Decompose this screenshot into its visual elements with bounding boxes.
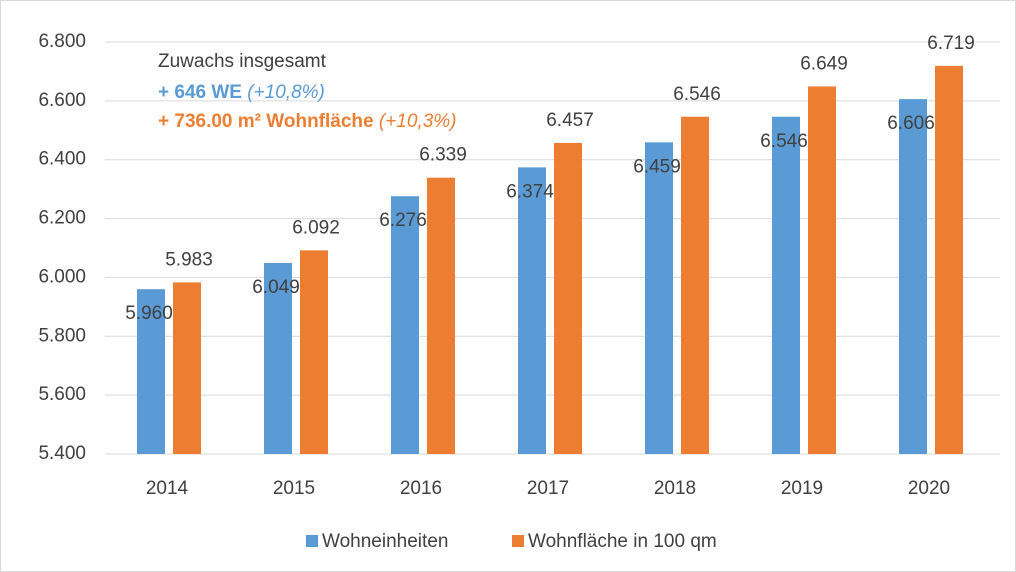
data-label: 6.459 (633, 156, 681, 177)
x-tick-label: 2020 (908, 478, 950, 499)
data-label: 6.546 (673, 84, 721, 105)
y-tick-label: 6.600 (38, 90, 86, 111)
bar (681, 116, 709, 455)
data-label: 6.276 (379, 210, 427, 231)
data-label: 6.374 (506, 181, 554, 202)
data-label: 6.049 (252, 277, 300, 298)
y-tick-label: 5.800 (38, 325, 86, 346)
annotation-pct: (+10,3%) (379, 111, 457, 132)
bar (772, 116, 800, 455)
y-tick-label: 5.400 (38, 443, 86, 464)
bar (391, 196, 419, 454)
legend-label: Wohnfläche in 100 qm (528, 531, 717, 552)
data-label: 6.719 (927, 33, 975, 54)
data-label: 6.339 (419, 145, 467, 166)
bar (300, 250, 328, 454)
y-tick-label: 6.000 (38, 266, 86, 287)
bar (645, 142, 673, 454)
x-tick-label: 2014 (146, 478, 189, 499)
x-tick-label: 2018 (654, 478, 696, 499)
legend-swatch (306, 535, 318, 547)
data-label: 6.606 (887, 113, 935, 134)
annotation-main: + 736.00 m² Wohnfläche (158, 111, 374, 132)
x-tick-label: 2015 (273, 478, 315, 499)
x-tick-label: 2017 (527, 478, 569, 499)
y-tick-label: 6.400 (38, 149, 86, 170)
annotation-heading: Zuwachs insgesamt (158, 51, 327, 72)
data-label: 6.546 (760, 131, 808, 152)
data-label: 6.457 (546, 110, 594, 131)
bar (173, 282, 201, 454)
annotation-pct: (+10,8%) (247, 82, 325, 103)
legend-label: Wohneinheiten (322, 531, 448, 552)
bar (899, 99, 927, 454)
bar (137, 289, 165, 454)
x-tick-label: 2016 (400, 478, 442, 499)
bar (935, 65, 963, 454)
annotation-line: + 736.00 m² Wohnfläche (+10,3%) (158, 111, 457, 132)
bar (518, 167, 546, 454)
bar (264, 263, 292, 454)
y-tick-label: 5.600 (38, 384, 86, 405)
legend-swatch (512, 535, 524, 547)
bar (808, 86, 836, 455)
bar (427, 177, 455, 454)
data-label: 5.983 (165, 249, 213, 270)
x-tick-label: 2019 (781, 478, 823, 499)
bar (554, 142, 582, 454)
y-tick-label: 6.800 (38, 31, 86, 52)
annotation-main: + 646 WE (158, 82, 242, 103)
data-label: 6.649 (800, 53, 848, 74)
data-label: 5.960 (125, 303, 173, 324)
annotation-line: + 646 WE (+10,8%) (158, 82, 325, 103)
data-label: 6.092 (292, 217, 340, 238)
y-tick-label: 6.200 (38, 208, 86, 229)
